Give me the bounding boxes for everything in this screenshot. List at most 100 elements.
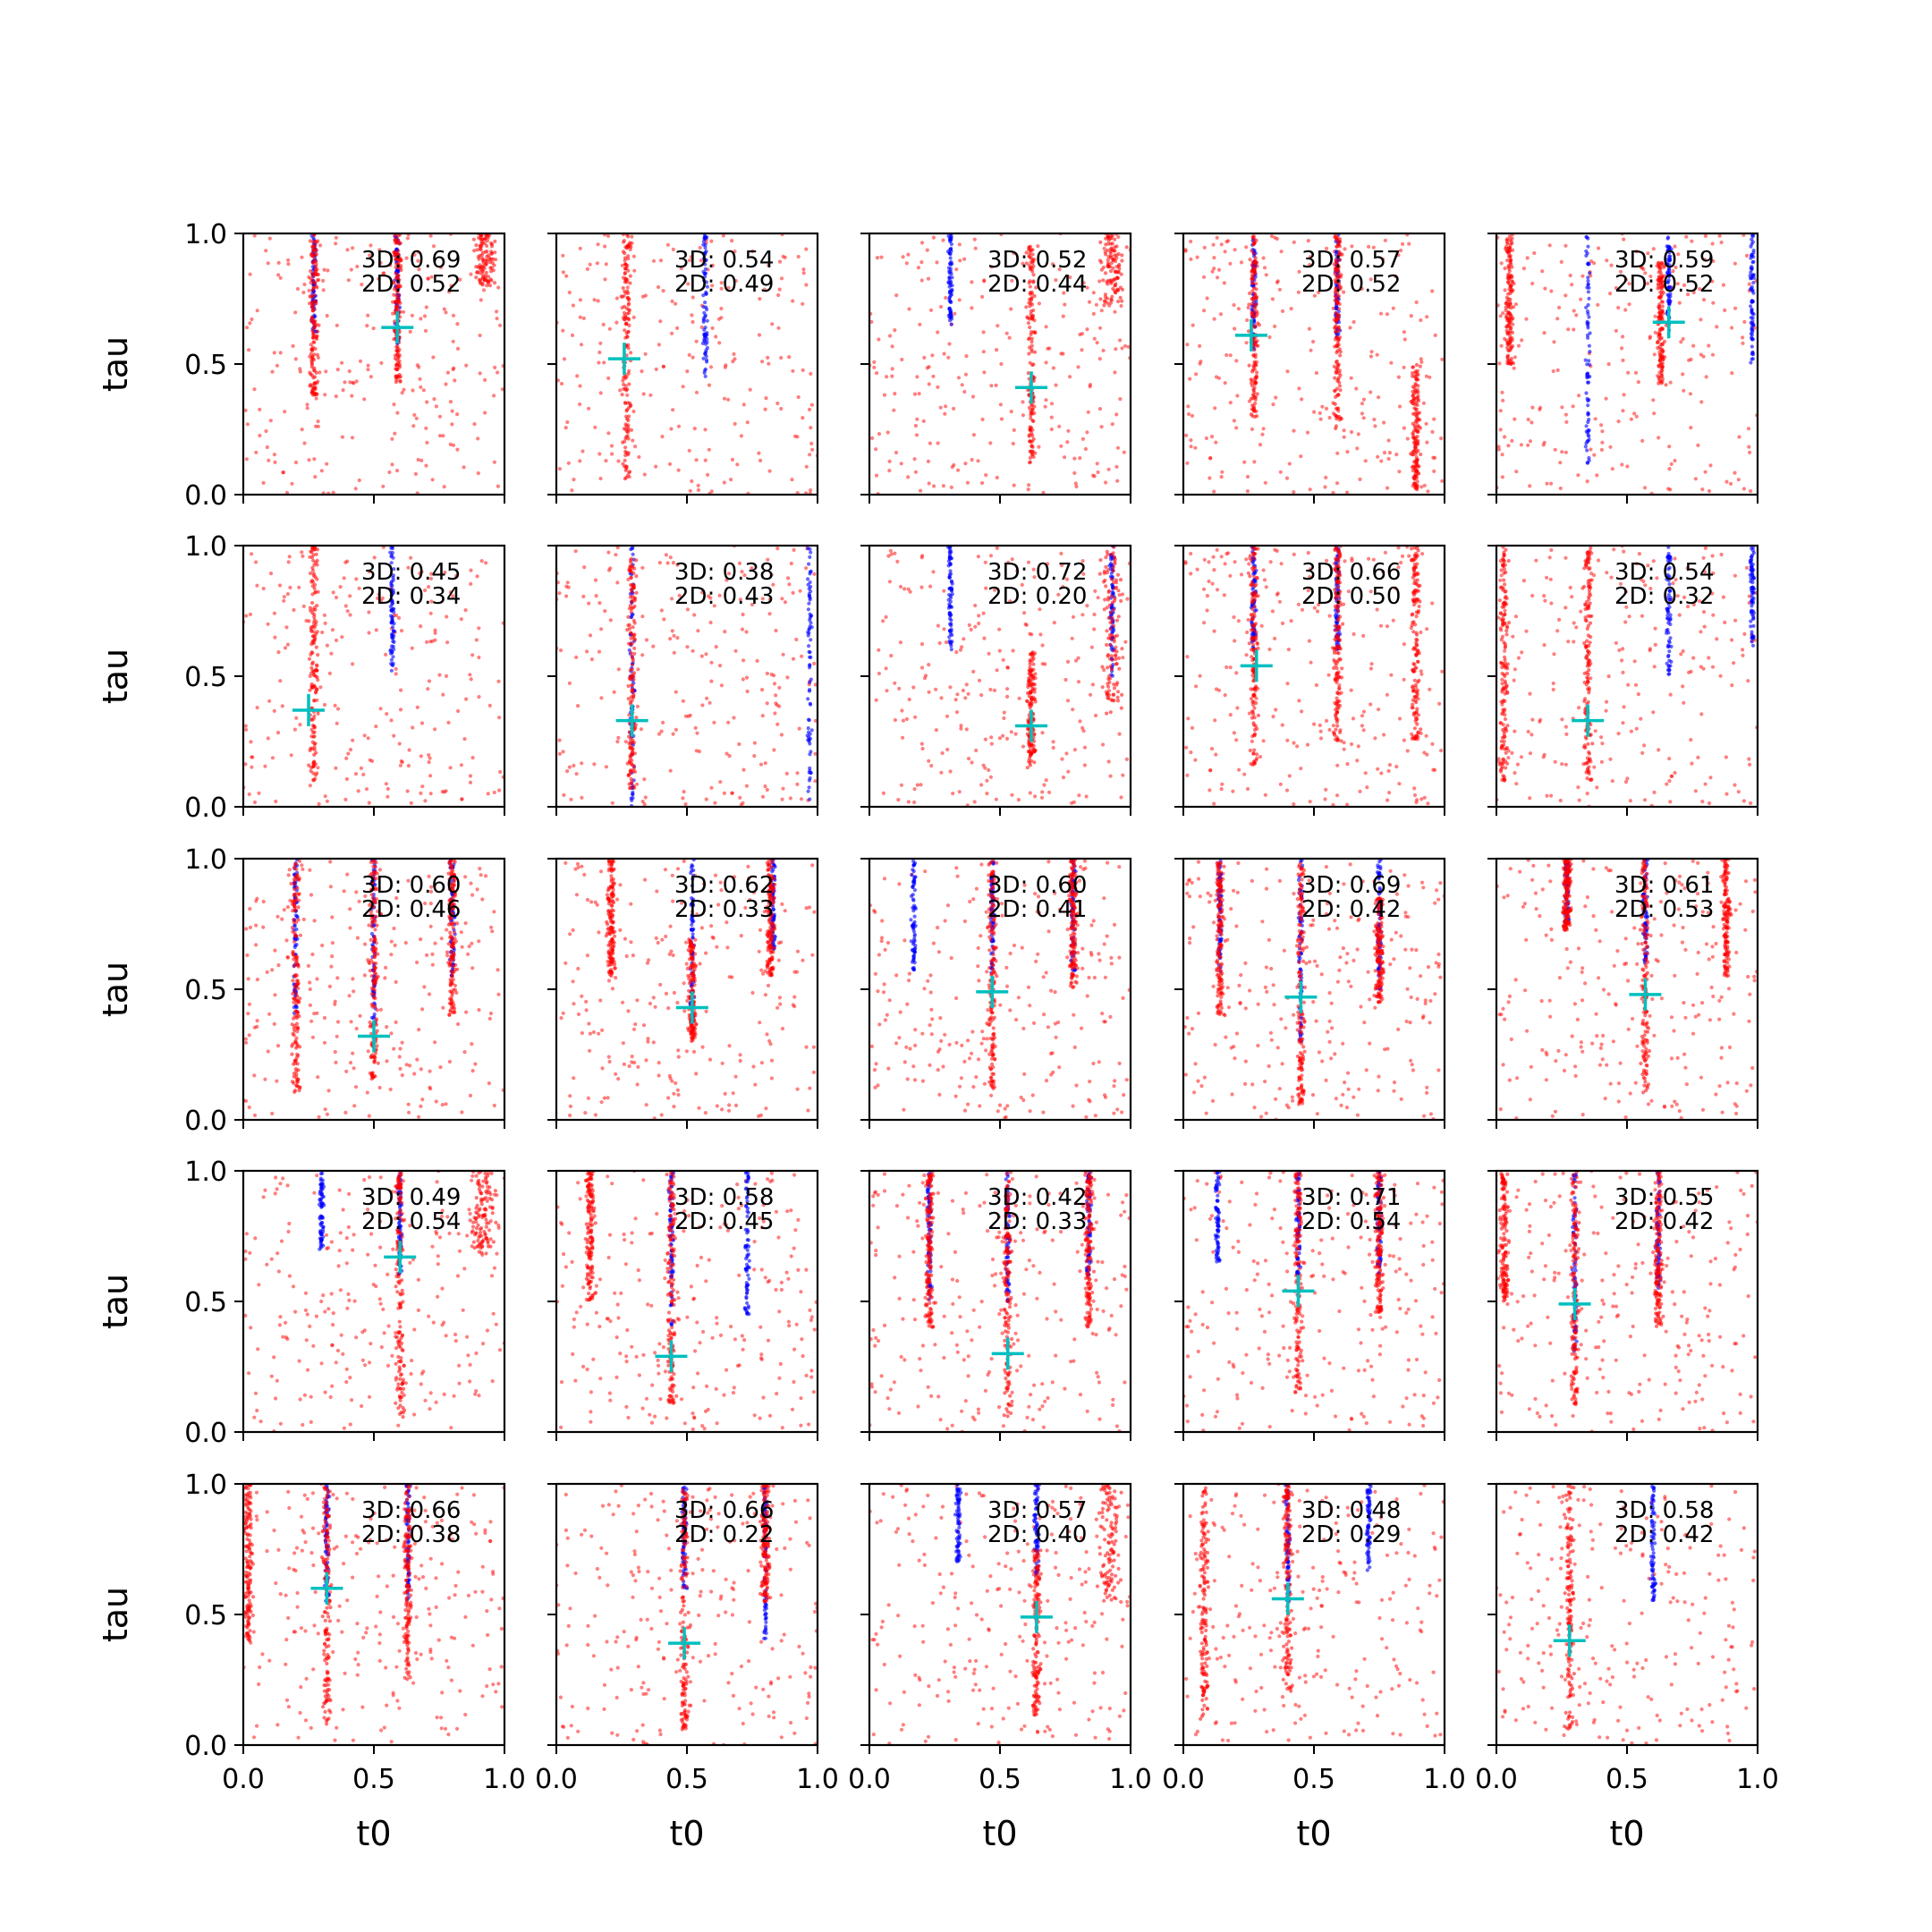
red-point: [1368, 390, 1373, 394]
red-point: [1659, 285, 1664, 290]
red-point: [1250, 289, 1255, 293]
points-layer: [1183, 233, 1445, 495]
red-point: [1334, 285, 1339, 290]
red-point: [767, 263, 771, 267]
red-point: [949, 485, 953, 490]
red-point: [1559, 259, 1563, 264]
red-point: [312, 714, 317, 718]
red-point: [1507, 322, 1512, 326]
red-point: [428, 774, 433, 778]
red-point: [1255, 392, 1259, 396]
red-point: [1102, 246, 1106, 250]
red-point: [623, 449, 628, 454]
red-point: [625, 393, 630, 397]
red-point: [1012, 483, 1016, 487]
red-point: [775, 547, 780, 551]
red-point: [1096, 596, 1100, 600]
red-point: [580, 761, 584, 766]
red-point: [632, 651, 637, 657]
red-point: [1668, 380, 1673, 385]
red-point: [1030, 290, 1034, 294]
red-point: [595, 261, 600, 266]
red-point: [1209, 435, 1215, 439]
red-point: [1336, 270, 1341, 275]
red-point: [359, 766, 363, 771]
red-point: [1320, 404, 1325, 409]
red-point: [1028, 284, 1032, 289]
red-point: [1563, 412, 1568, 417]
red-point: [416, 258, 420, 263]
red-point: [419, 385, 423, 389]
blue-point: [1586, 283, 1590, 287]
red-point: [305, 406, 309, 411]
red-point: [1715, 325, 1719, 329]
red-point: [1360, 411, 1364, 416]
red-point: [932, 484, 936, 488]
red-point: [1117, 732, 1122, 736]
red-point: [901, 735, 905, 740]
red-point: [631, 692, 636, 697]
red-point: [1608, 445, 1613, 449]
red-point: [1073, 481, 1078, 486]
red-point: [348, 380, 352, 385]
red-point: [1682, 283, 1687, 287]
red-point: [1412, 477, 1417, 481]
red-point: [714, 645, 718, 649]
blue-point: [700, 341, 706, 345]
blue-point: [1750, 333, 1754, 337]
red-point: [282, 598, 286, 603]
red-point: [626, 298, 631, 302]
red-point: [1509, 306, 1513, 310]
red-point: [313, 741, 318, 746]
blue-point: [950, 261, 954, 266]
red-point: [284, 625, 289, 630]
red-point: [348, 748, 353, 752]
red-point: [1033, 699, 1038, 704]
red-point: [1254, 313, 1258, 318]
red-point: [474, 265, 479, 269]
red-point: [309, 642, 314, 647]
red-point: [1099, 425, 1104, 429]
red-point: [1021, 744, 1026, 749]
red-point: [309, 652, 313, 657]
red-point: [885, 375, 889, 379]
blue-point: [808, 732, 812, 736]
blue-point: [808, 775, 812, 781]
red-point: [1508, 291, 1513, 296]
red-point: [315, 381, 319, 386]
red-point: [1044, 398, 1048, 402]
red-point: [1234, 359, 1239, 363]
red-point: [988, 687, 993, 692]
red-point: [1337, 384, 1343, 388]
blue-point: [389, 668, 394, 673]
red-point: [1097, 407, 1103, 411]
red-point: [1411, 450, 1415, 454]
red-point: [1030, 347, 1034, 352]
red-point: [367, 610, 371, 614]
red-point: [630, 750, 635, 755]
red-point: [1095, 341, 1099, 345]
red-point: [907, 307, 911, 311]
red-point: [1335, 349, 1340, 353]
red-point: [1711, 301, 1716, 305]
red-point: [1661, 265, 1666, 269]
red-point: [627, 568, 631, 572]
blue-point: [808, 580, 812, 585]
red-point: [410, 646, 414, 650]
red-point: [309, 769, 313, 774]
red-point: [1027, 433, 1031, 437]
red-point: [321, 288, 326, 292]
blue-point: [809, 569, 813, 574]
red-point: [596, 242, 600, 247]
red-point: [1076, 365, 1080, 369]
red-point: [1507, 360, 1512, 365]
red-point: [1657, 270, 1661, 275]
blue-point: [631, 552, 635, 556]
red-point: [311, 340, 316, 344]
red-point: [1412, 423, 1417, 428]
red-point: [1505, 237, 1510, 242]
red-point: [979, 693, 984, 698]
blue-point: [1667, 250, 1672, 255]
red-point: [1071, 708, 1075, 712]
red-point: [1673, 244, 1677, 249]
